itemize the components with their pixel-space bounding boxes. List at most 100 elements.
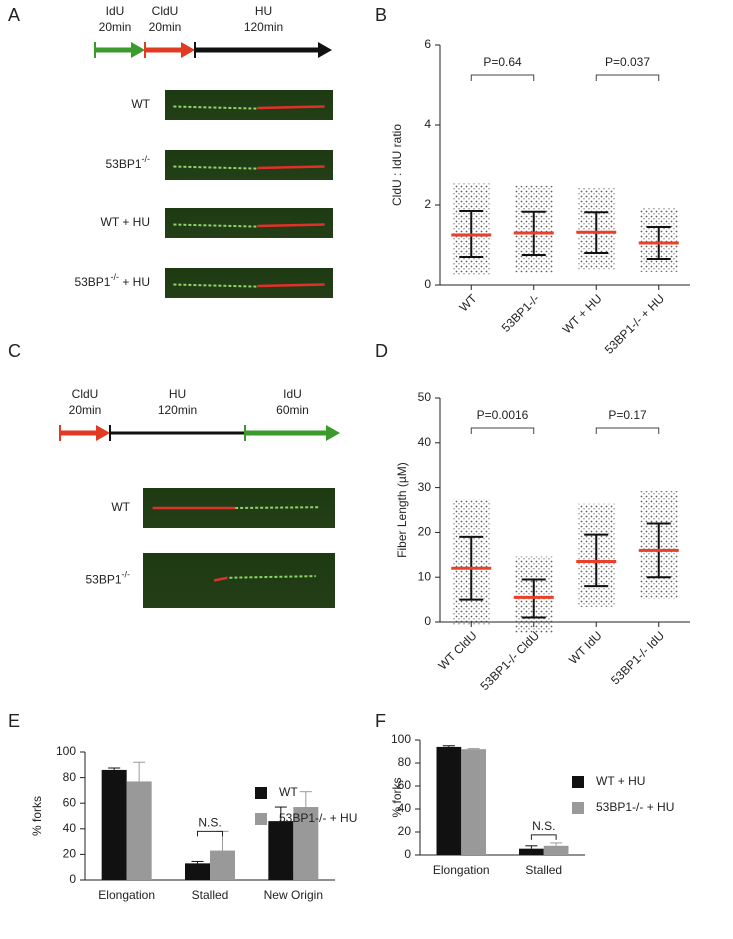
y-tick-label: 100 [391,732,411,746]
bar [126,781,152,880]
legend-label: 53BP1-/- + HU [279,811,357,825]
panel-label: E [8,711,20,731]
p-value: P=0.0016 [477,408,529,422]
step-name: CldU [152,4,179,18]
arrow-head [96,425,110,441]
x-tick-label: 53BP1-/- CldU [478,628,543,693]
panel-label: A [8,5,20,25]
row-label: 53BP1-/- [85,570,130,587]
y-tick-label: 60 [63,795,77,809]
bar [519,848,544,855]
legend-label: WT + HU [596,774,645,788]
green-track [173,105,258,110]
row-label-text: WT [111,500,130,514]
step-name: CldU [72,387,99,401]
bracket [470,427,535,434]
p-value: P=0.64 [483,55,522,69]
red-track [257,165,325,170]
legend-swatch [255,813,267,825]
y-tick-label: 40 [418,435,432,449]
bar [210,850,235,880]
fiber-image [143,553,335,608]
y-tick-label: 60 [398,778,412,792]
y-tick-label: 50 [418,390,432,404]
y-tick-label: 20 [418,525,432,539]
bracket [197,830,223,837]
green-track [173,283,258,288]
legend-label: WT [279,785,298,799]
row-label: WT + HU [101,215,150,229]
x-tick-label: WT IdU [566,628,605,667]
y-tick-label: 100 [56,744,76,758]
step-name: IdU [106,4,125,18]
arrow-head [181,42,195,58]
y-tick-label: 40 [398,801,412,815]
x-tick-label: WT + HU [560,291,605,336]
red-track [257,283,325,288]
bar [268,821,294,880]
row-label-text: WT + HU [101,215,150,229]
y-tick-label: 6 [424,37,431,51]
p-value: P=0.17 [608,408,647,422]
arrow-head [318,42,332,58]
y-axis-label: % forks [390,777,404,817]
legend-swatch [572,776,584,788]
x-tick-label: 53BP1-/- [499,291,542,334]
row-label-text: 53BP1 [85,573,121,587]
bracket [595,74,660,81]
x-tick-label: 53BP1-/- + HU [602,291,667,356]
y-tick-label: 30 [418,480,432,494]
step-name: HU [255,4,272,18]
fiber-image [165,268,333,298]
row-label: 53BP1-/- [105,154,150,171]
panel-label: D [375,341,388,361]
step-name: HU [169,387,186,401]
y-tick-label: 20 [398,824,412,838]
row-label-text: 53BP1 [105,157,141,171]
panel-label: B [375,5,387,25]
y-tick-label: 10 [418,569,432,583]
bracket [470,74,535,81]
x-tick-label: Stalled [525,863,562,877]
x-tick-label: Elongation [433,863,490,877]
step-time: 20min [149,20,182,34]
green-track [229,575,316,579]
y-tick-label: 2 [424,197,431,211]
step-time: 20min [99,20,132,34]
row-label: WT [111,500,130,514]
y-tick-label: 20 [63,847,77,861]
green-track [173,165,258,170]
step-time: 120min [244,20,283,34]
x-tick-label: Elongation [98,888,155,902]
red-track [257,105,325,110]
green-track [235,506,320,509]
step-time: 60min [276,403,309,417]
row-label-text: WT [131,97,150,111]
y-axis-label: % forks [30,796,44,836]
bar [101,769,127,880]
fiber-image [165,208,333,238]
row-label: 53BP1-/- + HU [74,272,150,289]
bracket [530,834,557,840]
legend-swatch [255,787,267,799]
y-tick-label: 0 [404,847,411,861]
y-axis-label: Fiber Length (µM) [395,462,409,558]
step-name: IdU [283,387,302,401]
row-label-after: + HU [119,275,150,289]
y-tick-label: 0 [424,614,431,628]
bar [461,749,486,855]
panel-label: C [8,341,21,361]
bar [543,845,569,855]
step-time: 120min [158,403,197,417]
y-tick-label: 0 [424,277,431,291]
row-label: WT [131,97,150,111]
annotation: N.S. [532,819,555,833]
y-tick-label: 40 [63,821,77,835]
x-tick-label: Stalled [192,888,229,902]
row-label-sup: -/- [122,570,131,580]
y-tick-label: 4 [424,117,431,131]
y-tick-label: 80 [63,770,77,784]
row-label-sup: -/- [110,272,119,282]
legend-swatch [572,802,584,814]
